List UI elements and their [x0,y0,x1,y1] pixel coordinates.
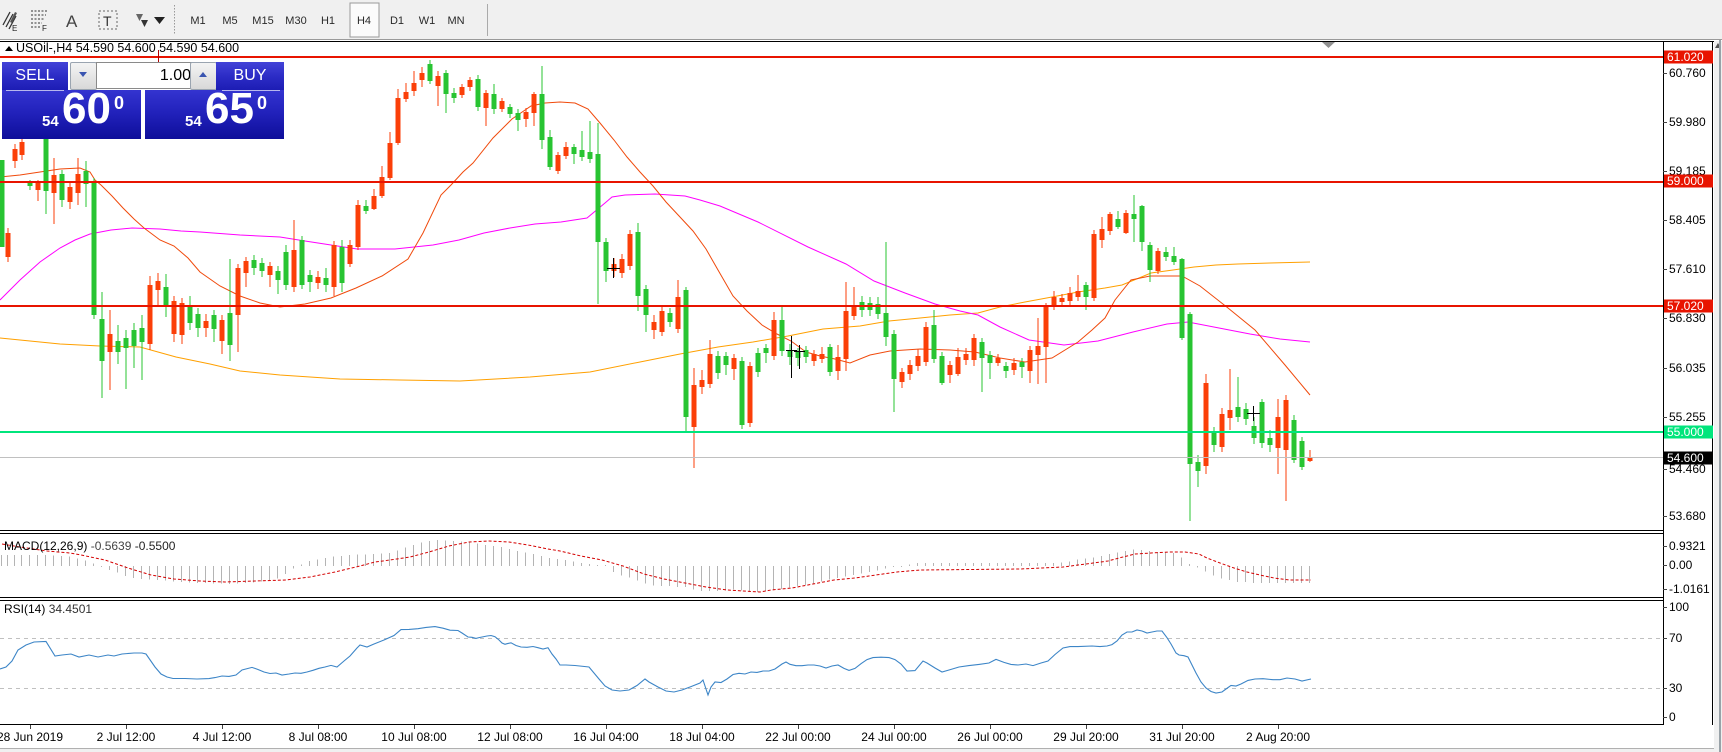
svg-text:A: A [66,12,78,31]
svg-text:MACD(12,26,9) -0.5639 -0.5500: MACD(12,26,9) -0.5639 -0.5500 [4,539,176,553]
svg-text:M5: M5 [222,15,237,27]
svg-text:26 Jul 00:00: 26 Jul 00:00 [957,730,1023,744]
svg-text:18 Jul 04:00: 18 Jul 04:00 [669,730,735,744]
svg-text:22 Jul 00:00: 22 Jul 00:00 [765,730,831,744]
svg-text:100: 100 [1669,600,1689,614]
svg-text:60.760: 60.760 [1669,66,1706,80]
svg-text:31 Jul 20:00: 31 Jul 20:00 [1149,730,1215,744]
svg-text:55.000: 55.000 [1667,425,1704,439]
svg-text:M1: M1 [190,15,205,27]
svg-text:0.00: 0.00 [1669,558,1693,572]
svg-text:M15: M15 [252,15,273,27]
svg-text:RSI(14) 34.4501: RSI(14) 34.4501 [4,602,92,616]
svg-text:70: 70 [1669,631,1683,645]
svg-text:58.405: 58.405 [1669,213,1706,227]
svg-text:T: T [103,13,112,29]
svg-text:D1: D1 [390,15,404,27]
svg-text:2 Aug 20:00: 2 Aug 20:00 [1246,730,1310,744]
svg-text:E: E [12,24,17,33]
svg-text:F: F [42,24,47,33]
svg-text:4 Jul 12:00: 4 Jul 12:00 [193,730,252,744]
svg-text:M30: M30 [285,15,306,27]
svg-text:53.680: 53.680 [1669,509,1706,523]
svg-text:W1: W1 [419,15,436,27]
svg-text:H1: H1 [321,15,335,27]
svg-text:29 Jul 20:00: 29 Jul 20:00 [1053,730,1119,744]
svg-text:10 Jul 08:00: 10 Jul 08:00 [381,730,447,744]
svg-text:0.9321: 0.9321 [1669,539,1706,553]
svg-text:8 Jul 08:00: 8 Jul 08:00 [289,730,348,744]
svg-text:12 Jul 08:00: 12 Jul 08:00 [477,730,543,744]
svg-text:55.255: 55.255 [1669,410,1706,424]
svg-text:57.610: 57.610 [1669,262,1706,276]
svg-text:57.020: 57.020 [1667,299,1704,313]
svg-text:56.830: 56.830 [1669,311,1706,325]
svg-text:0: 0 [1669,710,1676,724]
svg-text:61.020: 61.020 [1667,50,1704,64]
svg-text:USOil-,H4 54.590 54.600 54.59: USOil-,H4 54.590 54.600 54.590 54.600 [16,41,239,55]
svg-text:MN: MN [447,15,464,27]
svg-text:59.980: 59.980 [1669,115,1706,129]
svg-text:30: 30 [1669,681,1683,695]
svg-text:16 Jul 04:00: 16 Jul 04:00 [573,730,639,744]
svg-text:-1.0161: -1.0161 [1669,582,1710,596]
svg-text:56.035: 56.035 [1669,361,1706,375]
svg-text:2 Jul 12:00: 2 Jul 12:00 [97,730,156,744]
svg-text:28 Jun 2019: 28 Jun 2019 [0,730,63,744]
svg-text:H4: H4 [357,15,371,27]
svg-text:54.460: 54.460 [1669,462,1706,476]
svg-text:54.600: 54.600 [1667,451,1704,465]
svg-text:59.000: 59.000 [1667,174,1704,188]
svg-text:24 Jul 00:00: 24 Jul 00:00 [861,730,927,744]
